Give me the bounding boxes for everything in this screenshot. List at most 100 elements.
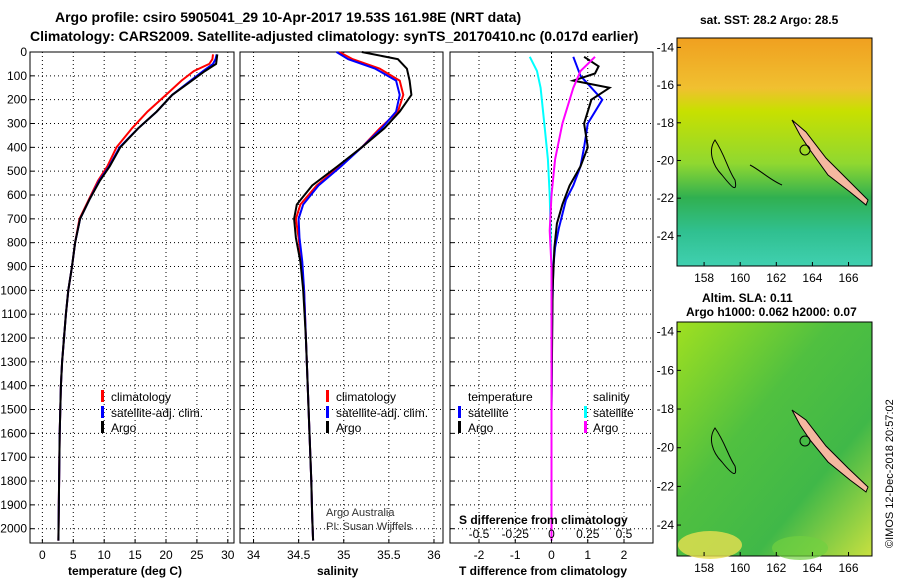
imos-side-text: ©IMOS 12-Dec-2018 20:57:02 [884, 399, 896, 548]
legend-label: climatology [111, 390, 171, 404]
map-top [676, 37, 873, 267]
x-tick-label: 0 [39, 548, 46, 562]
y-tick-label: 1200 [0, 331, 27, 345]
legend-label: Argo [336, 421, 362, 435]
map-bottom-title-1: Altim. SLA: 0.11 [702, 291, 793, 305]
map-tick-layer: 158 160 162 164 166 -14 -16 -18 -20 -22 -24 158 160 1… [657, 40, 859, 575]
legend-heading: temperature [468, 390, 533, 404]
map-y-tick-label: -16 [657, 78, 675, 92]
x-tick-label: 5 [70, 548, 77, 562]
x-tick-label: 34.5 [287, 548, 311, 562]
s-tick-label: -0.25 [502, 527, 530, 541]
map-x-tick-label: 158 [694, 561, 714, 575]
map-y-tick-label: -14 [657, 325, 675, 339]
series-line [548, 56, 596, 541]
y-tick-label: 1300 [0, 355, 27, 369]
y-tick-label: 800 [7, 236, 27, 250]
argo-location-marker [799, 435, 811, 447]
title-line-1: Argo profile: csiro 5905041_29 10-Apr-20… [55, 9, 521, 25]
y-tick-label: 600 [7, 188, 27, 202]
difference-xlabel-top: S difference from climatology [459, 513, 628, 527]
legend-label: Argo [111, 421, 137, 435]
y-tick-label: 1000 [0, 283, 27, 297]
x-tick-label: 36 [427, 548, 441, 562]
y-tick-label: 1500 [0, 403, 27, 417]
salinity-xlabel: salinity [317, 564, 359, 578]
legend-label: satellite [468, 406, 509, 420]
legend-label: satellite-adj. clim. [111, 406, 203, 420]
map-x-tick-label: 162 [766, 271, 786, 285]
series-line [293, 51, 413, 541]
y-tick-label: 700 [7, 212, 27, 226]
y-tick-label: 400 [7, 140, 27, 154]
series-line [57, 54, 219, 541]
map-y-tick-label: -14 [657, 40, 675, 54]
y-tick-label: 1900 [0, 498, 27, 512]
legend-label: Argo [593, 421, 619, 435]
map-x-tick-label: 162 [766, 561, 786, 575]
map-x-tick-label: 160 [730, 561, 750, 575]
s-tick-label: 0.25 [576, 527, 600, 541]
series-layer [57, 51, 613, 541]
x-tick-label: 25 [190, 548, 204, 562]
y-tick-label: 1100 [1, 307, 27, 321]
x-tick-label: 15 [128, 548, 142, 562]
map-x-tick-label: 166 [839, 271, 859, 285]
y-tick-label: 1400 [0, 379, 27, 393]
map-y-tick-label: -20 [657, 441, 675, 455]
title-line-2: Climatology: CARS2009. Satellite-adjuste… [30, 28, 638, 44]
x-tick-label: 30 [221, 548, 235, 562]
x-tick-label: 0 [548, 548, 555, 562]
x-tick-label: 1 [584, 548, 591, 562]
map-x-tick-label: 166 [839, 561, 859, 575]
x-tick-label: -1 [510, 548, 521, 562]
map-x-tick-label: 164 [802, 561, 822, 575]
map-x-tick-label: 158 [694, 271, 714, 285]
legend-heading: salinity [593, 390, 630, 404]
legend-label: satellite-adj. clim. [336, 406, 428, 420]
map-bottom [676, 321, 873, 560]
map-y-tick-label: -16 [657, 363, 675, 377]
x-tick-label: 20 [159, 548, 173, 562]
legend-label: climatology [336, 390, 396, 404]
series-line [550, 55, 613, 541]
panel-temperature [29, 51, 235, 544]
new-caledonia-land [791, 409, 869, 493]
difference-xlabel: T difference from climatology [459, 564, 627, 578]
x-tick-label: 35.5 [377, 548, 401, 562]
y-tick-label: 500 [7, 164, 27, 178]
map-y-tick-label: -24 [657, 229, 675, 243]
y-tick-label: 100 [7, 69, 27, 83]
y-tick-label: 1600 [0, 426, 27, 440]
x-tick-label: 2 [621, 548, 628, 562]
s-tick-label: 0.5 [616, 527, 633, 541]
argo-location-marker [799, 144, 811, 156]
temperature-xlabel: temperature (deg C) [68, 564, 182, 578]
y-tick-label: 2000 [0, 522, 27, 536]
x-tick-label: 34 [247, 548, 261, 562]
y-tick-label: 300 [7, 117, 27, 131]
panel-salinity [239, 51, 444, 544]
y-tick-label: 0 [20, 45, 27, 59]
legend-label: satellite [593, 406, 634, 420]
temperature-legend: climatology satellite-adj. clim. Argo [101, 390, 203, 435]
y-tick-label: 900 [7, 260, 27, 274]
y-tick-label: 1800 [0, 474, 27, 488]
y-tick-label: 200 [7, 93, 27, 107]
x-tick-label: -2 [474, 548, 485, 562]
map-y-tick-label: -20 [657, 153, 675, 167]
y-tick-label: 1700 [0, 450, 27, 464]
annotation-argo-australia: Argo Australia [326, 507, 395, 519]
difference-legend: temperature satellite Argo salinity sate… [458, 390, 634, 435]
salinity-legend: climatology satellite-adj. clim. Argo [326, 390, 428, 435]
x-tick-label: 10 [98, 548, 112, 562]
map-bottom-title-2: Argo h1000: 0.062 h2000: 0.07 [686, 305, 857, 319]
map-y-tick-label: -18 [657, 402, 675, 416]
x-tick-label: 35 [337, 548, 351, 562]
tick-layer: 0 5 10 15 20 25 30 34 34.5 35 35.5 36 -2 -1 0 1 2 -0.5 -0.… [0, 45, 632, 562]
map-y-tick-label: -22 [657, 191, 675, 205]
map-y-tick-label: -18 [657, 116, 675, 130]
s-tick-label: -0.5 [469, 527, 490, 541]
map-x-tick-label: 164 [802, 271, 822, 285]
